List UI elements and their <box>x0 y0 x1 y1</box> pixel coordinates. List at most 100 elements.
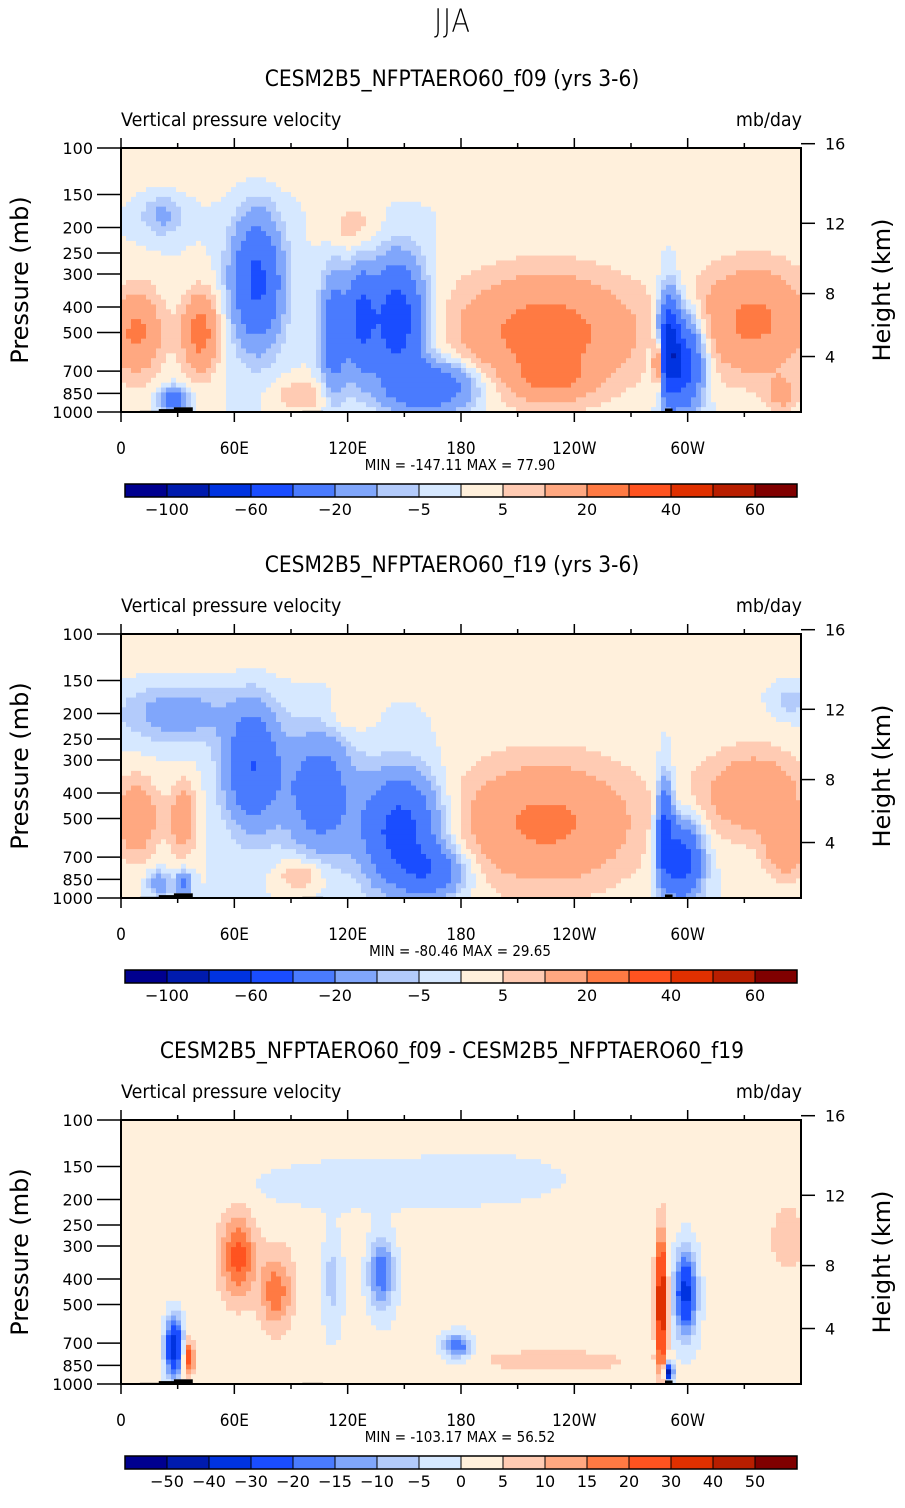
contour-cell <box>331 260 337 265</box>
contour-cell <box>206 270 212 275</box>
contour-cell <box>361 153 367 158</box>
contour-cell <box>136 172 142 177</box>
contour-cell <box>576 285 582 290</box>
contour-cell <box>396 216 402 221</box>
contour-cell <box>321 358 327 363</box>
contour-cell <box>366 285 372 290</box>
contour-cell <box>141 221 147 226</box>
contour-cell <box>156 339 162 344</box>
contour-cell <box>341 285 347 290</box>
contour-cell <box>301 182 307 187</box>
contour-cell <box>446 358 452 363</box>
contour-cell <box>361 324 367 329</box>
contour-cell <box>581 197 587 202</box>
contour-cell <box>191 339 197 344</box>
contour-cell <box>186 256 192 261</box>
contour-cell <box>461 168 467 173</box>
contour-cell <box>431 226 437 231</box>
contour-cell <box>336 339 342 344</box>
contour-cell <box>531 358 537 363</box>
contour-cell <box>331 231 337 236</box>
contour-cell <box>441 241 447 246</box>
contour-cell <box>441 309 447 314</box>
contour-cell <box>561 177 567 182</box>
contour-cell <box>181 378 187 383</box>
contour-cell <box>156 192 162 197</box>
contour-cell <box>381 153 387 158</box>
contour-cell <box>301 368 307 373</box>
contour-cell <box>481 231 487 236</box>
contour-cell <box>141 295 147 300</box>
contour-cell <box>536 358 542 363</box>
contour-cell <box>306 285 312 290</box>
contour-cell <box>166 295 172 300</box>
contour-cell <box>191 216 197 221</box>
contour-cell <box>421 290 427 295</box>
contour-cell <box>196 187 202 192</box>
contour-cell <box>521 270 527 275</box>
contour-cell <box>276 251 282 256</box>
contour-cell <box>211 202 217 207</box>
contour-cell <box>391 221 397 226</box>
contour-cell <box>311 329 317 334</box>
contour-cell <box>491 392 497 397</box>
contour-cell <box>476 339 482 344</box>
contour-cell <box>276 241 282 246</box>
contour-cell <box>366 329 372 334</box>
contour-cell <box>186 397 192 402</box>
contour-cell <box>271 383 277 388</box>
contour-cell <box>281 202 287 207</box>
contour-cell <box>171 397 177 402</box>
contour-cell <box>506 280 512 285</box>
contour-cell <box>536 168 542 173</box>
contour-cell <box>546 319 552 324</box>
contour-cell <box>336 324 342 329</box>
contour-cell <box>401 309 407 314</box>
contour-cell <box>286 324 292 329</box>
contour-cell <box>446 378 452 383</box>
contour-cell <box>406 168 412 173</box>
contour-cell <box>346 158 352 163</box>
contour-cell <box>226 158 232 163</box>
contour-cell <box>211 182 217 187</box>
contour-cell <box>371 212 377 217</box>
contour-cell <box>366 314 372 319</box>
contour-cell <box>556 319 562 324</box>
contour-cell <box>351 207 357 212</box>
contour-cell <box>141 309 147 314</box>
contour-cell <box>136 197 142 202</box>
contour-cell <box>571 358 577 363</box>
contour-cell <box>531 402 537 407</box>
contour-cell <box>261 280 267 285</box>
contour-cell <box>156 187 162 192</box>
contour-cell <box>421 265 427 270</box>
contour-cell <box>131 153 137 158</box>
contour-cell <box>321 285 327 290</box>
contour-cell <box>466 280 472 285</box>
contour-cell <box>306 353 312 358</box>
contour-cell <box>246 265 252 270</box>
contour-cell <box>301 256 307 261</box>
contour-cell <box>401 192 407 197</box>
contour-cell <box>126 392 132 397</box>
contour-cell <box>496 314 502 319</box>
contour-cell <box>421 280 427 285</box>
contour-cell <box>291 368 297 373</box>
contour-cell <box>311 304 317 309</box>
contour-cell <box>551 319 557 324</box>
contour-cell <box>151 207 157 212</box>
contour-cell <box>146 163 152 168</box>
contour-cell <box>466 221 472 226</box>
contour-cell <box>366 300 372 305</box>
contour-cell <box>486 388 492 393</box>
contour-cell <box>371 197 377 202</box>
contour-cell <box>426 397 432 402</box>
contour-cell <box>171 368 177 373</box>
contour-cell <box>416 207 422 212</box>
contour-cell <box>461 202 467 207</box>
contour-cell <box>321 363 327 368</box>
contour-cell <box>491 309 497 314</box>
contour-cell <box>396 231 402 236</box>
contour-cell <box>136 182 142 187</box>
contour-cell <box>511 246 517 251</box>
